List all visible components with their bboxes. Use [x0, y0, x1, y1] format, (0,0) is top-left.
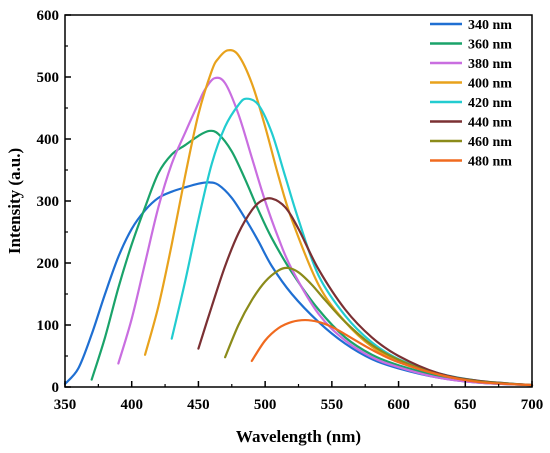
- y-tick-label: 0: [52, 380, 60, 396]
- legend-label: 380 nm: [468, 57, 512, 72]
- series-line-440-nm: [197, 197, 534, 387]
- y-axis-title: Intensity (a.u.): [5, 148, 24, 254]
- series-line-340-nm: [63, 181, 534, 387]
- x-tick-label: 600: [387, 397, 410, 413]
- x-tick-label: 550: [321, 397, 344, 413]
- x-tick-label: 650: [454, 397, 477, 413]
- legend-label: 360 nm: [468, 38, 512, 53]
- x-tick-label: 500: [254, 397, 277, 413]
- plot-frame: [64, 14, 533, 388]
- x-axis-title: Wavelength (nm): [236, 427, 361, 446]
- series-line-480-nm: [250, 318, 534, 387]
- axes: [64, 14, 533, 388]
- y-tick-label: 600: [37, 8, 60, 24]
- x-tick-label: 400: [120, 397, 143, 413]
- tick-labels: 350 400 450 500 550 600 650 700 0 100 200 300 400 500…: [37, 8, 544, 413]
- x-tick-label: 350: [54, 397, 77, 413]
- legend-label: 340 nm: [468, 18, 512, 33]
- series-layer: [63, 49, 534, 387]
- y-tick-label: 500: [37, 70, 60, 86]
- y-tick-label: 400: [37, 132, 60, 148]
- y-tick-label: 300: [37, 194, 60, 210]
- legend-label: 420 nm: [468, 96, 512, 111]
- legend: 340 nm 360 nm 380 nm 400 nm 420 nm 440 nm 460 …: [430, 18, 512, 170]
- legend-label: 440 nm: [468, 116, 512, 131]
- legend-label: 460 nm: [468, 135, 512, 150]
- y-tick-label: 100: [37, 318, 60, 334]
- legend-label: 400 nm: [468, 77, 512, 92]
- x-tick-label: 700: [521, 397, 544, 413]
- series-line-380-nm: [117, 76, 534, 387]
- series-line-360-nm: [90, 129, 534, 387]
- y-tick-label: 200: [37, 256, 60, 272]
- x-tick-label: 450: [187, 397, 210, 413]
- series-line-460-nm: [224, 266, 534, 387]
- legend-label: 480 nm: [468, 155, 512, 170]
